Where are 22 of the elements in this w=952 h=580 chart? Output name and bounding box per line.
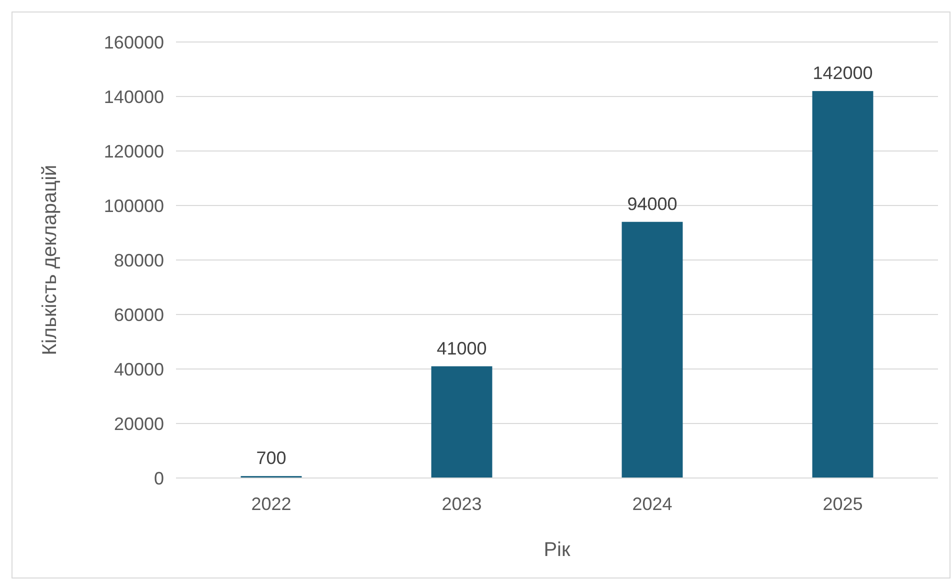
- data-label: 94000: [627, 194, 678, 214]
- y-axis-title: Кількість декларацій: [39, 164, 61, 356]
- y-tick-label: 40000: [114, 359, 164, 380]
- x-tick-label: 2024: [632, 494, 672, 514]
- y-tick-label: 20000: [114, 414, 164, 434]
- y-tick-label: 140000: [104, 86, 164, 107]
- y-tick-label: 160000: [104, 32, 164, 52]
- data-label: 700: [256, 448, 286, 468]
- x-tick-label: 2025: [822, 494, 863, 514]
- y-tick-label: 0: [154, 468, 164, 488]
- bar: [622, 222, 683, 478]
- y-tick-label: 100000: [104, 196, 164, 216]
- data-label: 142000: [812, 63, 873, 84]
- y-tick-label: 80000: [114, 250, 164, 270]
- y-tick-label: 60000: [114, 304, 164, 325]
- bar: [431, 366, 492, 478]
- bar: [812, 91, 874, 478]
- x-tick-label: 2023: [442, 494, 482, 514]
- data-label: 41000: [436, 338, 487, 358]
- x-tick-label: 2022: [251, 494, 292, 514]
- x-axis-title: Рік: [544, 539, 571, 561]
- y-tick-label: 120000: [104, 141, 164, 162]
